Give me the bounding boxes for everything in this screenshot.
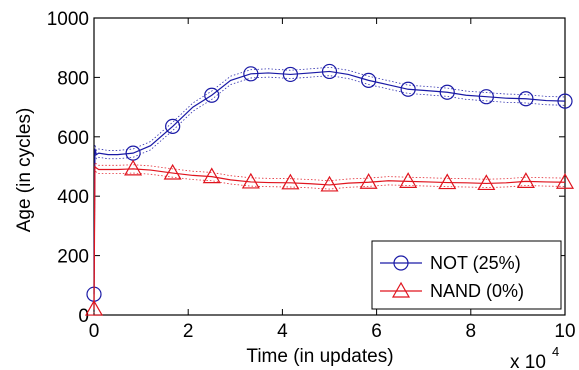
series-1-line — [93, 165, 566, 310]
x-tick-label: 4 — [277, 321, 288, 342]
legend-marker-0 — [393, 255, 409, 271]
legend-label-0: NOT (25%) — [430, 253, 521, 273]
legend-label-1: NAND (0%) — [430, 281, 524, 301]
series-0-point — [360, 72, 377, 88]
legend-box — [371, 240, 562, 310]
series-0-lower-bound — [93, 75, 566, 299]
x-axis-label: Time (in updates) — [246, 346, 393, 367]
series-1-point — [477, 174, 496, 191]
y-tick-label: 0 — [78, 306, 89, 327]
legend: NOT (25%) NAND (0%) — [371, 240, 562, 310]
y-tick-label: 200 — [57, 247, 89, 268]
y-tick-label: 600 — [57, 128, 89, 149]
series-1-point — [516, 172, 535, 188]
series-0-point — [165, 118, 181, 135]
series-1-point — [399, 172, 418, 188]
series-0-point — [321, 63, 338, 80]
y-tick-label: 400 — [57, 187, 89, 208]
series-0-point — [518, 91, 534, 107]
series-1-point — [359, 173, 378, 189]
x-axis-multiplier: x 10 — [510, 352, 546, 370]
series-0-point — [204, 87, 220, 103]
x-tick-label: 2 — [183, 321, 194, 342]
series-1-point — [281, 173, 300, 190]
series-1-point — [202, 167, 221, 184]
y-tick-label: 1000 — [47, 9, 89, 30]
legend-marker-1 — [391, 281, 411, 298]
x-tick-label: 10 — [554, 321, 575, 342]
series-1-point — [555, 173, 575, 189]
series-1-point — [84, 299, 104, 316]
series-1-point — [438, 173, 457, 190]
series-1-upper-bound — [93, 161, 566, 305]
series-1-point — [163, 163, 182, 180]
series-0-point — [282, 66, 299, 83]
axes-frame — [93, 17, 566, 316]
series-1-point — [320, 175, 339, 192]
series-0-line — [93, 70, 566, 295]
y-axis-label: Age (in cycles) — [14, 108, 35, 233]
x-axis-multiplier-exponent: 4 — [552, 344, 559, 359]
series-0-point — [439, 84, 455, 100]
series-1-lower-bound — [93, 169, 566, 314]
x-tick-label: 6 — [371, 321, 382, 342]
series-1-point — [241, 172, 260, 189]
plot-area: 0 2 4 6 8 10 0 200 400 600 800 1000 — [47, 9, 576, 342]
series-0-point — [478, 89, 494, 105]
series-0-point — [557, 93, 573, 109]
x-tick-label: 8 — [466, 321, 477, 342]
series-1-point — [124, 159, 143, 176]
series-0-upper-bound — [93, 66, 566, 291]
y-tick-label: 800 — [57, 68, 89, 89]
series-0-point — [243, 66, 259, 82]
x-tick-label: 0 — [89, 321, 100, 342]
series-0-point — [400, 81, 416, 97]
